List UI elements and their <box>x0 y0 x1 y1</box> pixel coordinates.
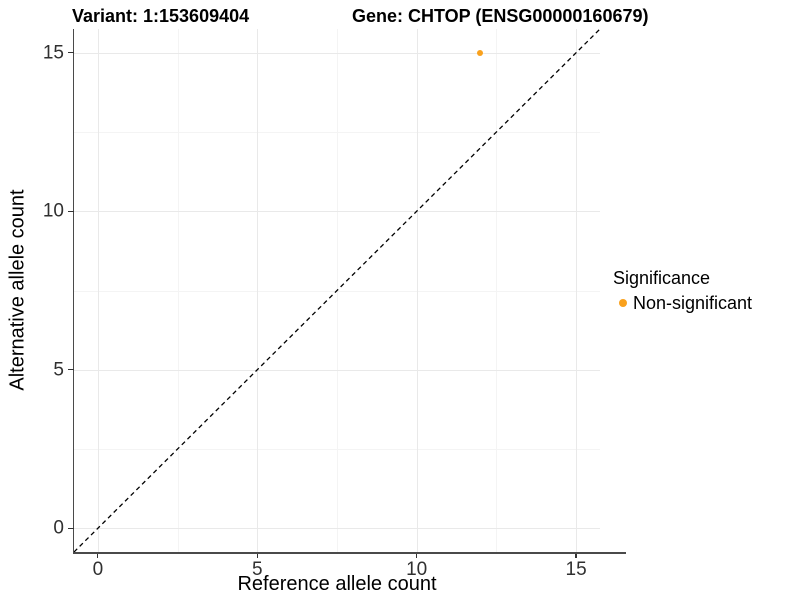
identity-line-layer <box>74 29 600 552</box>
x-major-gridline <box>576 29 578 552</box>
x-tick-mark <box>416 553 418 558</box>
y-minor-gridline <box>74 448 600 450</box>
y-major-gridline <box>74 52 600 54</box>
legend-item-label: Non-significant <box>633 292 753 313</box>
identity-dashed-line <box>74 29 600 552</box>
y-tick-mark <box>68 369 74 371</box>
data-point <box>477 49 484 56</box>
x-major-gridline <box>257 29 259 552</box>
plot-title-variant: Variant: 1:153609404 <box>72 6 250 26</box>
legend: Significance Non-significant <box>613 269 752 313</box>
x-axis-line <box>72 552 626 554</box>
legend-title: Significance <box>613 268 711 288</box>
y-axis-line <box>72 29 74 554</box>
y-major-gridline <box>74 211 600 213</box>
y-major-gridline <box>74 369 600 371</box>
x-tick-label: 5 <box>252 559 263 580</box>
y-tick-mark <box>68 210 74 212</box>
x-major-gridline <box>97 29 99 552</box>
legend-item: Non-significant <box>613 293 752 313</box>
y-tick-label: 0 <box>53 517 64 539</box>
x-axis-title: Reference allele count <box>237 573 437 595</box>
y-tick-label: 5 <box>53 359 64 381</box>
x-tick-mark <box>575 553 577 558</box>
plot-title-gene: Gene: CHTOP (ENSG00000160679) <box>352 6 649 26</box>
y-tick-label: 15 <box>42 42 64 64</box>
y-tick-mark <box>68 527 74 529</box>
x-major-gridline <box>416 29 418 552</box>
y-tick-mark <box>68 52 74 54</box>
x-tick-label: 10 <box>406 559 428 580</box>
y-minor-gridline <box>74 132 600 133</box>
x-tick-mark <box>256 553 258 558</box>
x-tick-label: 15 <box>565 559 587 580</box>
legend-items: Non-significant <box>613 293 752 313</box>
legend-key-dot <box>619 298 627 307</box>
x-tick-mark <box>97 553 99 558</box>
y-tick-label: 10 <box>42 200 64 222</box>
y-major-gridline <box>74 528 600 530</box>
x-tick-label: 0 <box>92 559 104 580</box>
plot-panel <box>74 29 600 552</box>
